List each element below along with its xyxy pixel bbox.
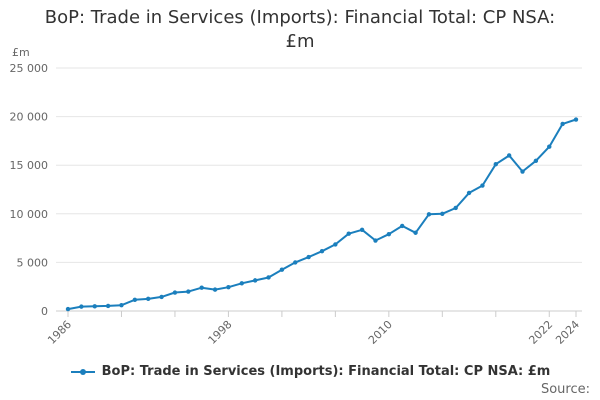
data-point[interactable] (400, 223, 405, 229)
data-point[interactable] (386, 232, 392, 237)
data-point[interactable] (533, 158, 539, 164)
data-point[interactable] (146, 296, 151, 302)
data-point[interactable] (306, 254, 311, 260)
data-point[interactable] (293, 260, 298, 265)
y-tick-label: 25 000 (10, 62, 49, 75)
data-point[interactable] (440, 211, 445, 216)
data-point[interactable] (119, 302, 124, 308)
data-point[interactable] (547, 144, 552, 149)
data-point[interactable] (226, 284, 231, 290)
y-tick-label: 5 000 (17, 256, 49, 269)
data-point[interactable] (172, 290, 178, 295)
data-point[interactable] (480, 183, 485, 188)
data-point[interactable] (105, 303, 111, 309)
data-point[interactable] (319, 249, 325, 254)
data-point[interactable] (453, 205, 458, 211)
legend-marker-icon (70, 368, 95, 375)
data-point[interactable] (186, 289, 191, 294)
data-point[interactable] (426, 212, 432, 217)
y-tick-label: 15 000 (10, 159, 49, 172)
source-label: Source: (540, 382, 590, 397)
data-point[interactable] (159, 294, 164, 300)
x-tick-label: 2022 (526, 318, 555, 347)
gridlines (56, 67, 582, 263)
data-point[interactable] (413, 230, 418, 235)
legend-label: BoP: Trade in Services (Imports): Financ… (101, 364, 551, 379)
data-point[interactable] (359, 227, 365, 233)
data-point[interactable] (573, 117, 579, 122)
data-point[interactable] (279, 267, 285, 272)
x-tick-label: 2024 (553, 318, 582, 347)
data-point[interactable] (493, 162, 498, 167)
data-point[interactable] (466, 190, 472, 196)
y-tick-label: 10 000 (10, 208, 49, 221)
data-point[interactable] (79, 304, 84, 309)
data-point[interactable] (520, 169, 525, 174)
data-point[interactable] (266, 275, 271, 280)
y-axis-label: £m (12, 46, 30, 59)
data-point[interactable] (333, 242, 338, 247)
data-point[interactable] (239, 281, 244, 286)
series-group (65, 117, 579, 312)
x-tick-label: 1998 (206, 318, 235, 347)
x-tick-label: 2010 (366, 318, 395, 347)
y-axis-ticks: 0 5 000 10 000 15 000 20 000 25 000 (10, 62, 49, 318)
data-point[interactable] (212, 287, 218, 292)
data-point[interactable] (92, 304, 97, 309)
data-point[interactable] (506, 153, 512, 158)
y-tick-label: 20 000 (10, 111, 49, 124)
y-tick-label: 0 (41, 305, 48, 318)
data-point[interactable] (373, 238, 378, 243)
data-point[interactable] (199, 285, 204, 290)
data-point[interactable] (65, 306, 71, 312)
chart-title-line-2: £m (285, 31, 315, 52)
chart-title-line-1: BoP: Trade in Services (Imports): Financ… (44, 7, 556, 28)
data-point[interactable] (560, 121, 565, 127)
chart-title: BoP: Trade in Services (Imports): Financ… (0, 6, 600, 54)
data-point[interactable] (252, 278, 258, 283)
data-point[interactable] (346, 231, 351, 236)
x-tick-label: 1986 (45, 318, 74, 347)
legend[interactable]: BoP: Trade in Services (Imports): Financ… (0, 364, 600, 381)
data-point[interactable] (132, 297, 138, 303)
